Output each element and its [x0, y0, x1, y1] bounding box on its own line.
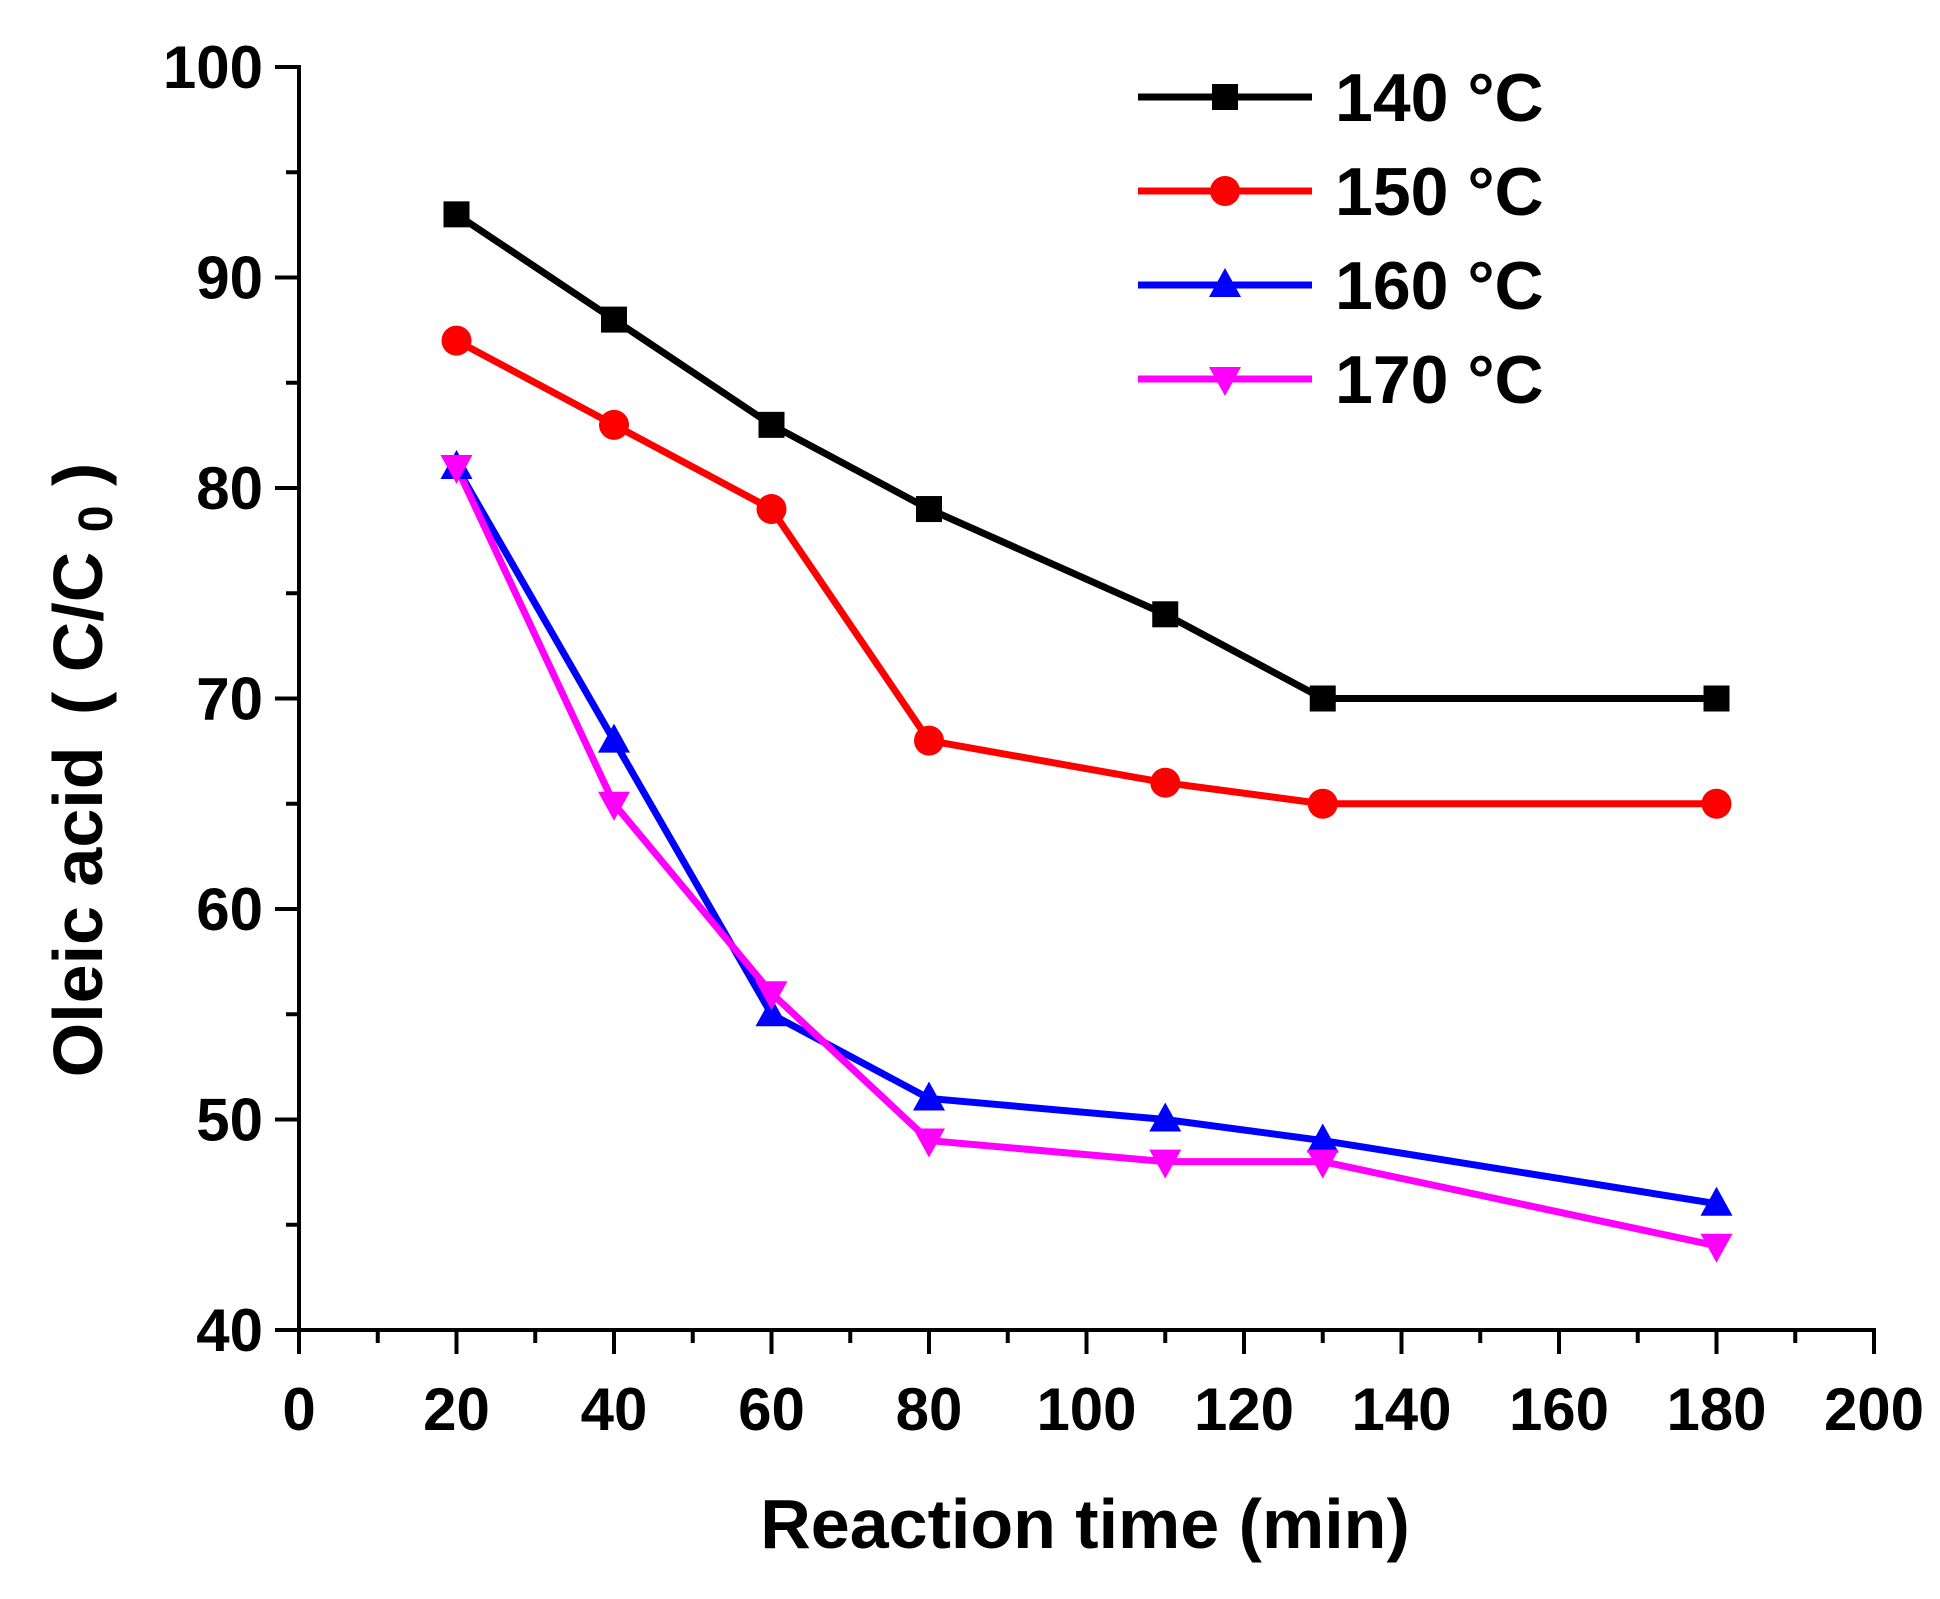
series-markers — [440, 201, 1733, 1263]
data-point — [601, 306, 627, 333]
data-point — [1149, 1149, 1182, 1179]
data-point — [1309, 685, 1336, 712]
data-point — [443, 201, 470, 228]
data-point — [598, 791, 630, 821]
data-point — [758, 411, 785, 438]
x-tick-label: 20 — [423, 1376, 490, 1443]
data-point — [913, 1081, 945, 1111]
x-tick-label: 80 — [896, 1376, 963, 1443]
x-axis-title: Reaction time (min) — [760, 1485, 1410, 1563]
data-point — [598, 723, 630, 753]
data-point — [914, 725, 944, 756]
x-tick-label: 120 — [1194, 1376, 1294, 1443]
data-point — [1701, 788, 1732, 819]
legend-marker — [1212, 84, 1238, 110]
x-tick-label: 180 — [1666, 1376, 1766, 1443]
legend-marker — [1210, 176, 1240, 206]
data-point — [1700, 1233, 1733, 1263]
legend-label: 140 °C — [1335, 60, 1544, 136]
data-point — [441, 325, 472, 356]
data-point — [1306, 1149, 1339, 1179]
legend-marker — [1209, 268, 1241, 297]
y-axis-title-paren-close: ) — [39, 463, 117, 486]
x-tick-label: 60 — [738, 1376, 805, 1443]
data-point — [599, 409, 629, 440]
x-tick-label: 100 — [1036, 1376, 1136, 1443]
axes: 0 20 40 60 80 100 120 140 160 180 200 40 50 60 70 80 90 1… — [163, 34, 1924, 1443]
data-point — [916, 496, 942, 523]
data-point — [913, 1128, 945, 1158]
y-axis-title-main: Oleic acid — [39, 746, 117, 1077]
data-point — [1700, 1186, 1733, 1216]
data-point — [1703, 685, 1730, 712]
y-axis-title-ratio: C/C — [39, 552, 117, 673]
data-point — [755, 981, 788, 1011]
y-tick-label: 70 — [196, 666, 263, 733]
legend-marker — [1209, 367, 1241, 396]
data-point — [440, 454, 473, 484]
data-point — [756, 494, 787, 525]
data-point — [1152, 601, 1179, 628]
legend-label: 150 °C — [1335, 154, 1544, 230]
y-tick-label: 80 — [196, 455, 263, 522]
legend-label: 160 °C — [1335, 248, 1544, 324]
x-tick-label: 0 — [282, 1376, 315, 1443]
data-point — [1306, 1123, 1339, 1153]
legend: 140 °C 150 °C 160 °C 170 °C — [1138, 60, 1544, 418]
data-point — [1149, 1102, 1182, 1132]
data-point — [1150, 767, 1181, 798]
y-axis-title-subscript: 0 — [70, 506, 123, 533]
y-tick-label: 40 — [196, 1297, 263, 1364]
x-tick-label: 140 — [1351, 1376, 1451, 1443]
x-tick-label: 200 — [1824, 1376, 1924, 1443]
y-tick-label: 100 — [163, 34, 263, 101]
y-tick-label: 90 — [196, 245, 263, 312]
y-axis-title-paren-open: ( — [39, 691, 117, 715]
x-tick-label: 160 — [1509, 1376, 1609, 1443]
legend-label: 170 °C — [1335, 342, 1544, 418]
x-tick-label: 40 — [581, 1376, 648, 1443]
y-tick-label: 50 — [196, 1087, 263, 1154]
series-line-3 — [453, 465, 1718, 1250]
data-point — [1307, 788, 1338, 819]
y-tick-label: 60 — [196, 876, 263, 943]
data-point — [755, 997, 788, 1027]
y-axis-title: Oleic acid ( C/C 0 ) — [39, 463, 127, 1077]
